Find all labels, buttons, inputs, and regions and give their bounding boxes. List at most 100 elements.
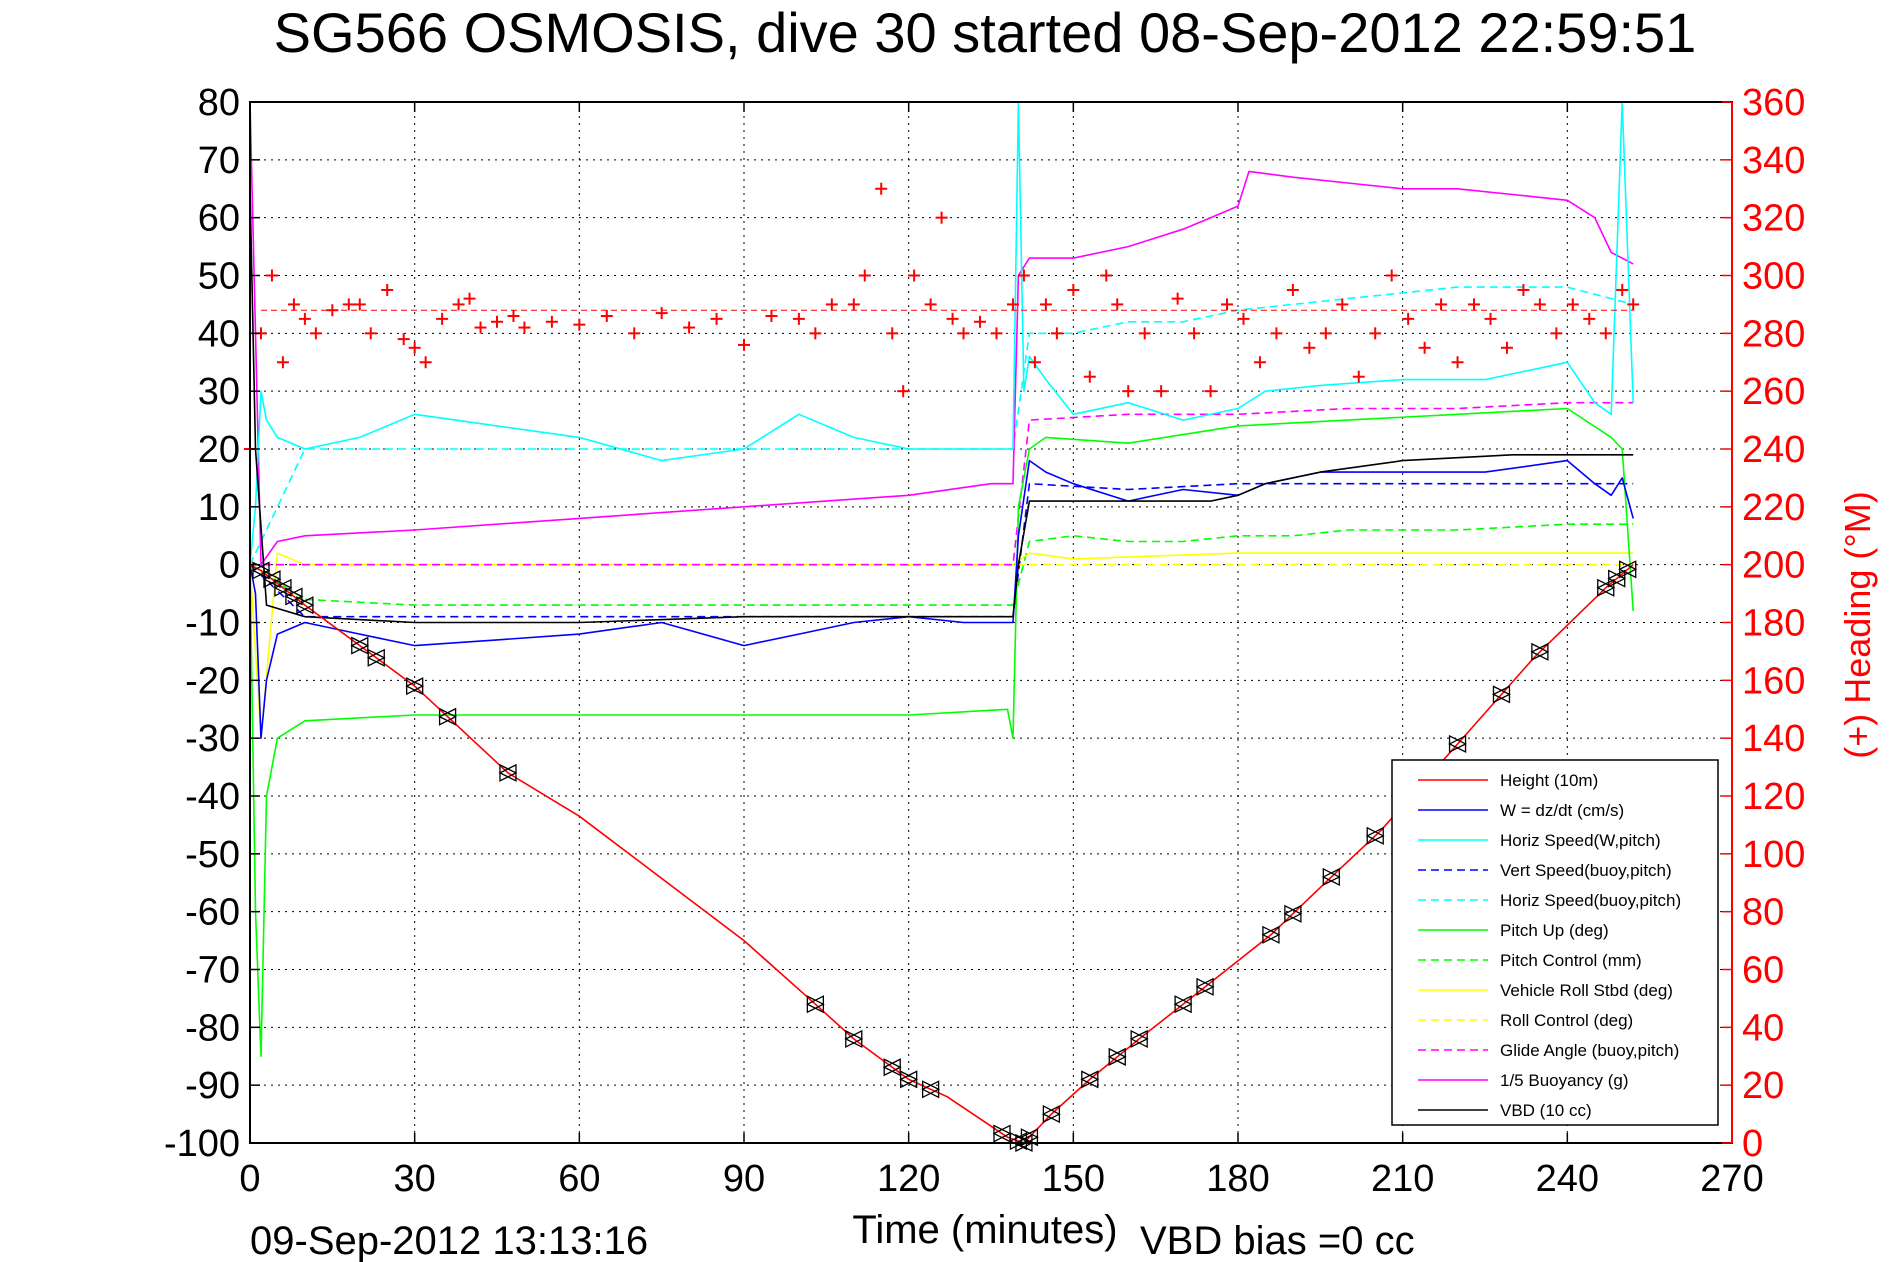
y2-tick-label: 120 (1742, 776, 1805, 818)
legend-entry: Vehicle Roll Stbd (deg) (1418, 981, 1673, 1000)
y2-tick-label: 220 (1742, 487, 1805, 529)
heading-point (353, 298, 366, 311)
heading-point (1468, 298, 1481, 311)
depth-marker (438, 707, 457, 726)
heading-point (408, 341, 421, 354)
legend-entry: Pitch Control (mm) (1418, 951, 1642, 970)
y-tick-label: -70 (185, 950, 240, 992)
depth-marker (882, 1058, 901, 1077)
heading-point (1039, 298, 1052, 311)
legend-entry: Pitch Up (deg) (1418, 921, 1609, 940)
heading-point (1286, 283, 1299, 296)
series-line (249, 286, 1634, 566)
depth-marker (1607, 569, 1626, 588)
y-tick-label: 60 (198, 198, 240, 240)
heading-point (1319, 327, 1332, 340)
heading-point (924, 298, 937, 311)
vbd-bias-label: VBD bias =0 cc (1140, 1219, 1415, 1262)
heading-point (875, 182, 888, 195)
series-line (249, 552, 1634, 740)
y-tick-label: 50 (198, 256, 240, 298)
heading-point (710, 312, 723, 325)
heading-point (342, 298, 355, 311)
legend-label: Height (10m) (1500, 771, 1598, 790)
depth-marker (1530, 642, 1549, 661)
depth-marker (1448, 734, 1467, 754)
footer-timestamp: 09-Sep-2012 13:13:16 (250, 1219, 648, 1262)
legend-entry: VBD (10 cc) (1418, 1101, 1592, 1120)
depth-marker (405, 677, 424, 696)
depth-marker (1019, 1128, 1039, 1147)
y2-tick-label: 300 (1742, 256, 1805, 298)
x-tick-label: 150 (1042, 1158, 1105, 1200)
series-line (249, 563, 1634, 1144)
legend-label: Roll Control (deg) (1500, 1011, 1633, 1030)
heading-point (1517, 283, 1530, 296)
heading-point (1050, 327, 1063, 340)
x-tick-label: 30 (394, 1158, 436, 1200)
heading-point (600, 309, 613, 322)
heading-point (1006, 298, 1019, 311)
heading-point (825, 298, 838, 311)
depth-marker (498, 763, 517, 782)
x-tick-label: 240 (1536, 1158, 1599, 1200)
heading-point (1253, 356, 1266, 369)
heading-point (908, 269, 921, 282)
heading-point (1111, 298, 1124, 311)
heading-point (276, 356, 289, 369)
depth-marker (350, 636, 369, 655)
heading-point (1028, 356, 1041, 369)
y-tick-label: 20 (198, 429, 240, 471)
depth-marker (1321, 867, 1340, 887)
y-tick-label: -60 (185, 892, 240, 934)
legend-label: Pitch Up (deg) (1500, 921, 1609, 940)
y2-tick-label: 60 (1742, 950, 1784, 992)
heading-point (265, 269, 278, 282)
y2-tick-label: 0 (1742, 1123, 1763, 1165)
y-tick-label: 30 (198, 371, 240, 413)
heading-point (474, 321, 487, 334)
y-tick-label: 0 (219, 545, 240, 587)
y2-tick-label: 240 (1742, 429, 1805, 471)
heading-point (436, 312, 449, 325)
heading-point (397, 333, 410, 346)
depth-marker (1365, 826, 1384, 845)
depth-marker (1618, 560, 1637, 579)
heading-point (452, 298, 465, 311)
depth-marker (921, 1080, 940, 1099)
y-tick-label: -50 (185, 834, 240, 876)
legend-label: Vert Speed(buoy,pitch) (1500, 861, 1672, 880)
y-tick-label: -10 (185, 603, 240, 645)
legend-label: Glide Angle (buoy,pitch) (1500, 1041, 1679, 1060)
heading-point (847, 298, 860, 311)
legend-label: Horiz Speed(W,pitch) (1500, 831, 1661, 850)
depth-marker (899, 1070, 918, 1089)
legend-entry: Horiz Speed(W,pitch) (1418, 831, 1661, 850)
heading-point (1385, 269, 1398, 282)
heading-point (1451, 356, 1464, 369)
legend-label: Horiz Speed(buoy,pitch) (1500, 891, 1681, 910)
heading-point (946, 312, 959, 325)
heading-point (1500, 341, 1513, 354)
heading-point (897, 385, 910, 398)
heading-point (419, 356, 432, 369)
heading-point (381, 283, 394, 296)
heading-point (518, 321, 531, 334)
heading-point (1435, 298, 1448, 311)
heading-point (1336, 298, 1349, 311)
legend-entry: Height (10m) (1418, 771, 1598, 790)
heading-point (1533, 298, 1546, 311)
y-tick-label: -40 (185, 776, 240, 818)
heading-point (1583, 312, 1596, 325)
x-tick-label: 90 (723, 1158, 765, 1200)
series-line (249, 101, 1634, 565)
heading-point (886, 327, 899, 340)
depth-marker (1261, 925, 1280, 944)
heading-point (491, 315, 503, 328)
legend-label: VBD (10 cc) (1500, 1101, 1592, 1120)
y-tick-label: -100 (164, 1123, 240, 1165)
heading-point (935, 211, 948, 224)
heading-point (990, 327, 1003, 340)
legend-entry: W = dz/dt (cm/s) (1418, 801, 1624, 820)
legend-entry: Roll Control (deg) (1418, 1011, 1633, 1030)
